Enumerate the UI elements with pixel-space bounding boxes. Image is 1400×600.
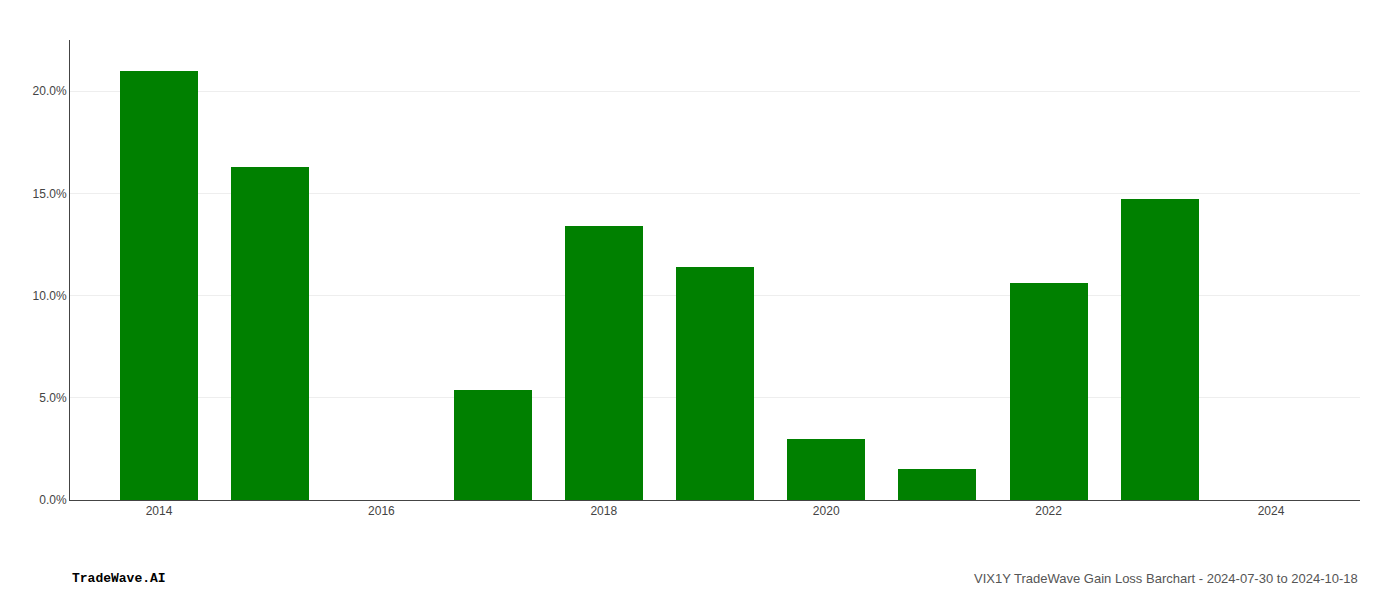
- svg-text:2016: 2016: [368, 504, 395, 518]
- svg-text:2024: 2024: [1258, 504, 1285, 518]
- svg-text:2020: 2020: [813, 504, 840, 518]
- svg-text:VIX1Y TradeWave Gain Loss Barc: VIX1Y TradeWave Gain Loss Barchart - 202…: [974, 571, 1358, 586]
- svg-text:5.0%: 5.0%: [39, 391, 67, 405]
- svg-text:2022: 2022: [1035, 504, 1062, 518]
- svg-text:TradeWave.AI: TradeWave.AI: [72, 571, 166, 586]
- svg-text:20.0%: 20.0%: [33, 84, 67, 98]
- svg-text:2014: 2014: [146, 504, 173, 518]
- svg-text:0.0%: 0.0%: [39, 493, 67, 507]
- svg-text:10.0%: 10.0%: [33, 289, 67, 303]
- svg-text:2018: 2018: [590, 504, 617, 518]
- svg-text:15.0%: 15.0%: [33, 187, 67, 201]
